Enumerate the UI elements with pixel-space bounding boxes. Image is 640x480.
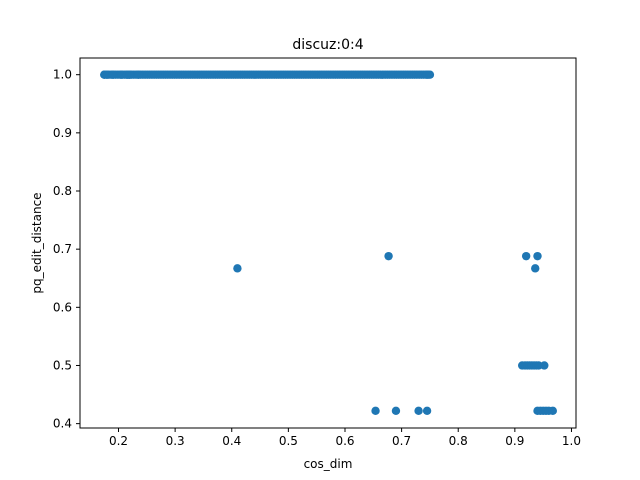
y-tick-label: 0.6 (53, 300, 72, 314)
x-axis-label: cos_dim (304, 457, 353, 471)
y-axis-ticks: 0.4 0.5 0.6 0.7 0.8 0.9 1.0 (53, 68, 80, 431)
y-axis-label: pq_edit_distance (30, 192, 44, 293)
x-tick-label: 0.4 (222, 434, 241, 448)
data-point (371, 406, 380, 416)
data-point (125, 70, 135, 79)
data-point (540, 361, 549, 370)
y-tick-label: 0.8 (53, 184, 72, 198)
data-point (422, 406, 432, 416)
data-point (233, 264, 242, 273)
x-tick-label: 0.5 (279, 434, 298, 448)
chart-title: discuz:0:4 (292, 37, 363, 53)
x-tick-label: 0.3 (166, 434, 185, 448)
x-axis-ticks: 0.2 0.3 0.4 0.5 0.6 0.7 0.8 0.9 1.0 (109, 428, 581, 448)
plot-frame (79, 57, 577, 429)
y-tick-label: 1.0 (53, 68, 72, 82)
x-tick-label: 0.9 (505, 434, 524, 448)
x-tick-label: 0.8 (449, 434, 468, 448)
data-point (425, 70, 435, 79)
x-tick-label: 0.7 (392, 434, 411, 448)
x-tick-label: 1.0 (562, 434, 581, 448)
data-point (108, 70, 118, 79)
data-point (384, 251, 393, 261)
data-point (414, 406, 423, 416)
points-layer (100, 70, 557, 416)
data-point (134, 70, 143, 79)
y-tick-label: 0.9 (53, 126, 72, 140)
y-tick-label: 0.7 (53, 242, 72, 256)
x-tick-label: 0.2 (109, 434, 128, 448)
data-point (548, 406, 557, 416)
data-point (391, 406, 401, 416)
data-point (531, 264, 540, 273)
x-tick-label: 0.6 (335, 434, 354, 448)
y-tick-label: 0.4 (53, 417, 72, 431)
data-point (533, 251, 542, 261)
y-tick-label: 0.5 (53, 358, 72, 372)
data-point (521, 251, 531, 261)
